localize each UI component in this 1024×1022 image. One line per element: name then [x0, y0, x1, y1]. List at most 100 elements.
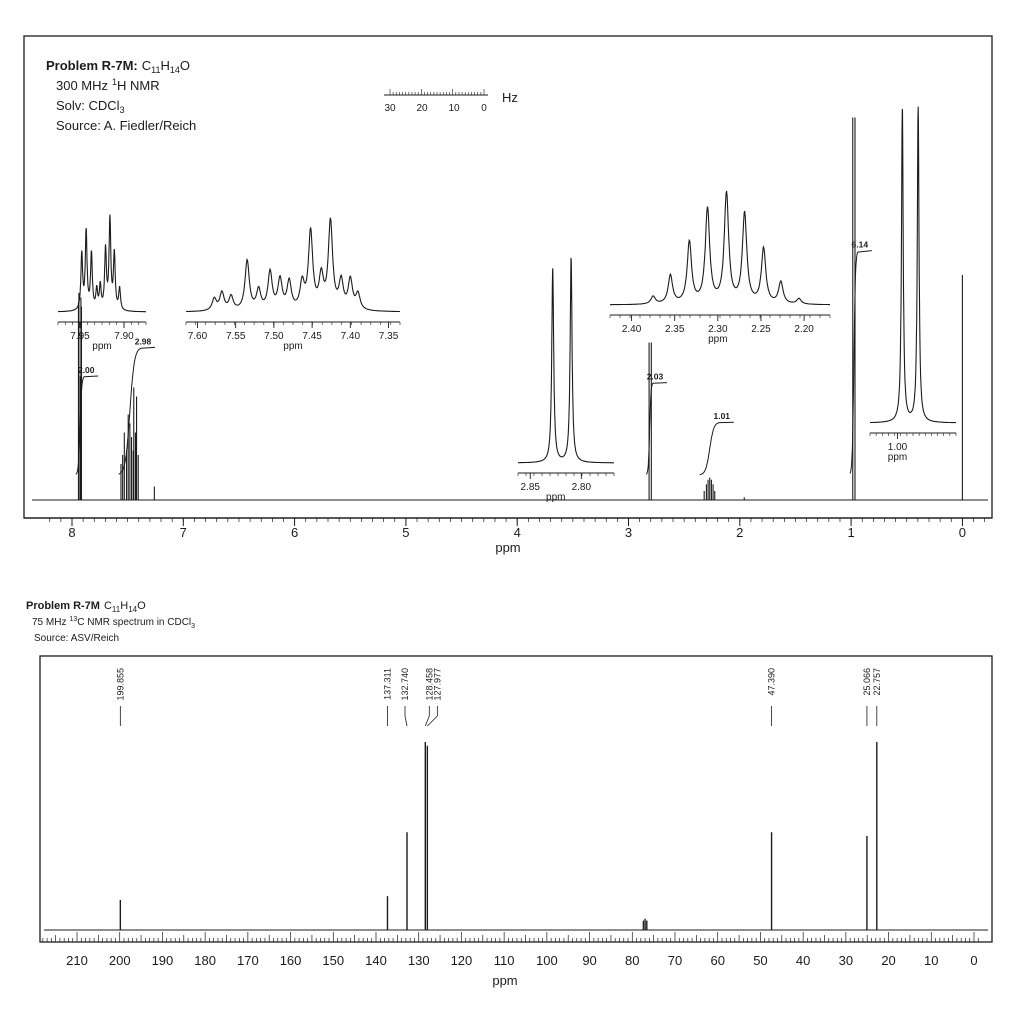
h-tick-label: 6 [291, 525, 298, 540]
hz-tick-20: 20 [416, 103, 428, 114]
c-nmr-panel: 210 200 190 180 170 160 150 140 130 120 110 100 90 80… [39, 655, 993, 988]
inset-tick-label: 2.85 [521, 482, 541, 493]
hz-tick-10: 10 [448, 103, 460, 114]
h-nucleus: H NMR [117, 78, 160, 93]
c-title-c: C [104, 600, 112, 612]
inset-tick-label: 7.60 [188, 331, 208, 342]
c-tick-label: 90 [582, 953, 596, 968]
h-tick-label: 7 [180, 525, 187, 540]
c-peak-label: 199.855 [115, 668, 125, 701]
hz-scale-bar: 30 20 10 0 Hz [384, 89, 518, 114]
inset-tick-label: 2.35 [665, 324, 685, 335]
h-integral-label: 6.14 [852, 240, 869, 250]
h-x-axis-label: ppm [495, 540, 520, 555]
h-integral-curve [849, 250, 872, 474]
c-title-o: O [137, 600, 146, 612]
inset-trace [186, 217, 400, 313]
inset-x-label: ppm [92, 341, 111, 352]
c-title-c-count: 11 [112, 605, 121, 614]
c-tick-label: 100 [536, 953, 558, 968]
h-nucleus-mass: 1 [112, 77, 117, 87]
c-peak-label: 22.757 [872, 668, 882, 696]
c-tick-label: 60 [710, 953, 724, 968]
h-tick-labels: 8 7 6 5 4 3 2 1 0 [68, 518, 966, 540]
inset-x-label: ppm [708, 334, 727, 345]
c-frequency-line: 75 MHz 13C NMR spectrum in CDCl3 [32, 616, 195, 630]
inset-x-label: ppm [888, 452, 907, 463]
h-title: Problem R-7M: C11H14O [46, 58, 190, 75]
hz-unit: Hz [502, 90, 518, 105]
c-minor-ticks [42, 932, 979, 942]
c-tick-label: 20 [881, 953, 895, 968]
c-title: Problem R-7M C11H14O [26, 600, 146, 614]
c-tick-label: 150 [322, 953, 344, 968]
h-tick-label: 1 [847, 525, 854, 540]
inset-tick-label: 7.95 [70, 331, 90, 342]
inset-trace [518, 257, 614, 464]
h-title-c-count: 11 [151, 65, 160, 75]
h-nmr-frame [23, 35, 993, 519]
h-frequency: 300 MHz [56, 78, 108, 93]
h-peaks [77, 117, 963, 500]
c-peak-leader [427, 715, 438, 727]
inset-tick-label: 7.50 [264, 331, 284, 342]
c-tick-label: 130 [408, 953, 430, 968]
c-tick-label: 120 [451, 953, 473, 968]
h-title-h: H [160, 58, 169, 73]
h-integral-curve [699, 421, 734, 476]
c-nucleus-mass: 13 [69, 616, 77, 623]
inset-tick-label: 7.55 [226, 331, 246, 342]
c-peak-label: 128.458 [424, 668, 434, 701]
inset-trace [610, 190, 830, 306]
h-title-h-count: 14 [170, 65, 180, 75]
c-title-prefix: Problem R-7M [26, 600, 100, 612]
h-tick-label: 4 [514, 525, 521, 540]
inset-tick-label: 7.45 [302, 331, 322, 342]
c-source: Source: ASV/Reich [34, 633, 119, 644]
c-tick-label: 210 [66, 953, 88, 968]
c-tick-label: 140 [365, 953, 387, 968]
inset-tick-label: 7.40 [341, 331, 361, 342]
c-tick-label: 80 [625, 953, 639, 968]
c-peaks [119, 742, 878, 930]
h-integral-curve [645, 382, 668, 475]
inset-tick-label: 2.20 [794, 324, 814, 335]
c-peak-label: 137.311 [383, 668, 393, 700]
c-peak-leader [404, 715, 408, 727]
c-solvent-sub: 3 [191, 623, 195, 630]
c-tick-label: 180 [194, 953, 216, 968]
h-tick-label: 8 [68, 525, 75, 540]
h-integral-label: 1.01 [713, 411, 730, 421]
c-tick-labels: 210 200 190 180 170 160 150 140 130 120 110 100 90 80… [66, 953, 977, 968]
inset-tick-label: 1.00 [888, 442, 908, 453]
c-tick-label: 10 [924, 953, 938, 968]
h-tick-label: 3 [625, 525, 632, 540]
h-tick-label: 5 [402, 525, 409, 540]
h-integral-curve [75, 375, 99, 475]
inset-2-8: 2.85 2.80 ppm [517, 257, 615, 503]
h-title-c: C [142, 58, 151, 73]
inset-x-label: ppm [283, 341, 302, 352]
inset-trace [58, 214, 146, 313]
inset-tick-label: 2.25 [751, 324, 771, 335]
c-x-axis-label: ppm [492, 973, 517, 988]
c-peak-leader [424, 715, 430, 727]
c-tick-label: 170 [237, 953, 259, 968]
hz-tick-0: 0 [481, 103, 487, 114]
c-nmr-frame [39, 655, 993, 943]
h-integrals: 2.00 2.98 2.03 1.01 6.14 [75, 240, 872, 476]
h-integral-curve [118, 346, 156, 475]
c-peak-label: 47.390 [767, 668, 777, 696]
inset-tick-label: 7.35 [379, 331, 399, 342]
inset-tick-label: 2.40 [622, 324, 642, 335]
c-tick-label: 50 [753, 953, 767, 968]
h-solvent-line: Solv: CDCl3 [56, 98, 125, 115]
inset-tick-label: 2.30 [708, 324, 728, 335]
hz-tick-30: 30 [384, 103, 396, 114]
h-integral-label: 2.98 [135, 336, 152, 346]
c-tick-label: 30 [839, 953, 853, 968]
c-tick-label: 200 [109, 953, 131, 968]
